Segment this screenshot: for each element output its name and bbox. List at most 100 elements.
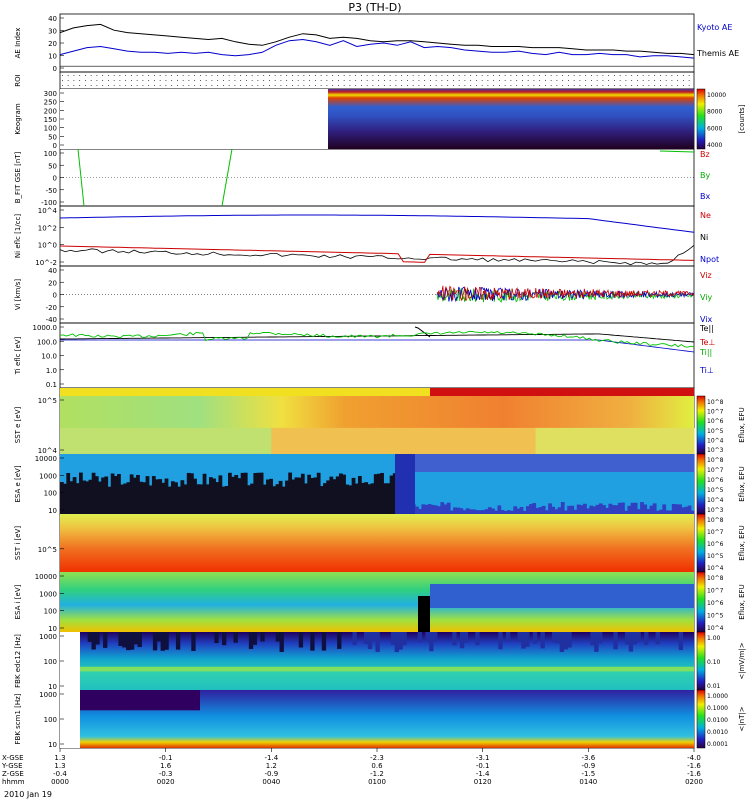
roi-dot — [113, 85, 115, 86]
ytick-esa_i: 10000 — [35, 573, 57, 581]
roi-dot — [395, 85, 397, 86]
time-tick-label: 0140 — [579, 778, 597, 786]
fbk-e-cell — [191, 632, 196, 651]
ytick-ae: 40 — [48, 15, 57, 23]
ylabel-vi: Vi [km/s] — [14, 279, 22, 310]
esa-e-cell — [193, 478, 197, 514]
esa-e-cell — [503, 510, 508, 514]
ylabel-esa_e: ESA e [eV] — [14, 465, 22, 502]
fbk-e-cell — [521, 632, 526, 649]
roi-dot — [217, 85, 219, 86]
roi-dot — [125, 85, 127, 86]
esa-e-cell — [611, 454, 616, 472]
roi-dot — [660, 80, 661, 81]
fbk-e-cell — [540, 632, 545, 649]
time-row-label: Z-GSE — [2, 770, 24, 778]
roi-dot — [637, 85, 638, 86]
sst-e-cell — [429, 427, 457, 454]
esa-e-cell — [551, 454, 556, 472]
ytick-bfit: 50 — [48, 162, 57, 170]
fbk-e-cell — [567, 632, 572, 648]
roi-dot — [487, 85, 489, 86]
esa-e-cell — [259, 472, 264, 514]
ti-legend-label: Te⊥ — [699, 338, 715, 347]
ytick-vi: -40 — [46, 316, 57, 324]
esa-e-cell — [174, 482, 178, 514]
sst-e-cell — [297, 427, 325, 454]
esa-e-cell — [621, 454, 625, 472]
esa-e-cell — [630, 502, 635, 514]
esa-e-cell — [443, 454, 448, 472]
colorbar-tick-fbk_b: 1.0000 — [707, 693, 728, 700]
ytick-ni: 10^0 — [38, 242, 57, 250]
fbk-e-cell — [613, 632, 618, 650]
esa-e-cell — [605, 454, 610, 472]
esa-e-cell — [434, 505, 438, 514]
colorbar-tick-esa_e: 10^5 — [707, 487, 724, 494]
esa-e-cell — [281, 486, 286, 514]
roi-dot — [280, 85, 282, 86]
roi-dot — [441, 85, 443, 86]
time-tick-label: -2.3 — [370, 754, 384, 762]
esa-e-cell — [170, 481, 175, 514]
roi-dot — [297, 80, 299, 81]
roi-dot — [286, 85, 288, 86]
esa-e-cell — [66, 472, 71, 514]
esa-e-cell — [525, 454, 530, 472]
roi-dot — [683, 80, 684, 81]
roi-dot — [453, 80, 454, 81]
roi-dot — [660, 85, 661, 86]
roi-dot — [516, 80, 518, 81]
vi-legend-label: Viy — [700, 293, 713, 302]
roi-dot — [631, 85, 633, 86]
fbk-e-cell — [678, 632, 683, 651]
roi-dot — [228, 80, 230, 81]
ytick-bfit: 0 — [53, 175, 57, 183]
esa-e-cell — [338, 473, 343, 514]
colorbar-tick-keogram: 10000 — [707, 92, 726, 99]
roi-dot — [418, 75, 420, 76]
fbk-e-cell — [394, 632, 400, 653]
bfit-by-line — [659, 150, 695, 153]
ylabel-roi: ROI — [14, 74, 22, 86]
roi-dot — [418, 85, 420, 86]
fbk-e-cell — [498, 632, 503, 650]
esa-e-cell — [500, 454, 505, 472]
esa-e-cell — [655, 510, 660, 514]
fbk-e-cell — [352, 632, 357, 645]
ytick-fbk_e: 100 — [44, 658, 57, 666]
roi-dot — [320, 85, 322, 86]
colorbar-label-sst_e: Eflux, EFU — [738, 407, 746, 442]
esa-e-cell — [278, 480, 283, 514]
fbk-e-cell — [632, 632, 637, 645]
time-tick-label: -0.1 — [476, 762, 490, 770]
roi-dot — [671, 85, 673, 86]
esa-e-cell — [494, 454, 499, 472]
roi-dot — [602, 75, 604, 76]
esa-e-cell — [668, 510, 673, 514]
vi-series-line — [436, 286, 695, 303]
time-row-label: X-GSE — [2, 754, 24, 762]
esa-e-cell — [110, 473, 115, 514]
roi-dot — [556, 85, 558, 86]
esa-e-cell — [475, 454, 480, 472]
esa-e-cell — [573, 454, 578, 472]
roi-dot — [591, 80, 592, 81]
roi-dot — [579, 80, 581, 81]
roi-dot — [171, 80, 173, 81]
esa-e-cell — [678, 454, 682, 472]
roi-dot — [412, 75, 414, 76]
esa-e-cell — [662, 504, 667, 514]
time-tick-label: -1.5 — [581, 770, 595, 778]
esa-e-cell — [446, 454, 451, 472]
roi-dot — [470, 80, 472, 81]
roi-dot — [274, 80, 276, 81]
ylabel-sst_e: SST e [eV] — [14, 406, 22, 443]
roi-dot — [194, 80, 196, 81]
roi-dot — [470, 75, 472, 76]
esa-e-cell — [687, 505, 692, 514]
esa-e-cell — [602, 505, 606, 514]
roi-dot — [614, 75, 615, 76]
esa-e-cell — [500, 510, 505, 514]
fbk-e-cell — [129, 632, 135, 650]
